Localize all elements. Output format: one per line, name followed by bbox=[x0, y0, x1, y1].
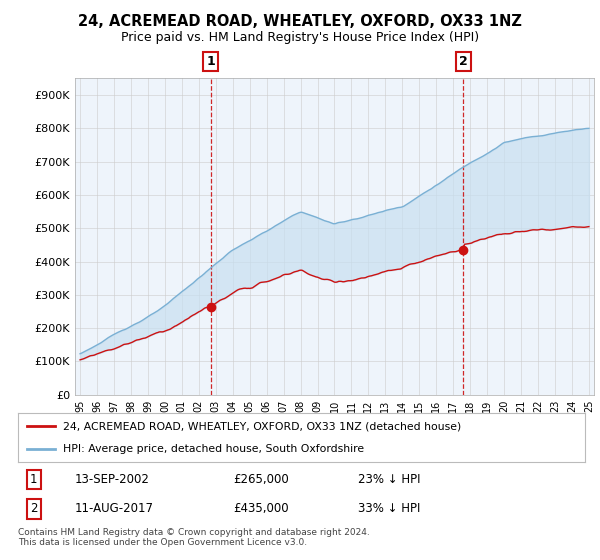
Text: 2: 2 bbox=[459, 55, 468, 68]
Text: £265,000: £265,000 bbox=[233, 473, 289, 486]
Text: 33% ↓ HPI: 33% ↓ HPI bbox=[358, 502, 421, 515]
Text: Price paid vs. HM Land Registry's House Price Index (HPI): Price paid vs. HM Land Registry's House … bbox=[121, 31, 479, 44]
Text: HPI: Average price, detached house, South Oxfordshire: HPI: Average price, detached house, Sout… bbox=[64, 444, 364, 454]
Text: 23% ↓ HPI: 23% ↓ HPI bbox=[358, 473, 421, 486]
Text: 24, ACREMEAD ROAD, WHEATLEY, OXFORD, OX33 1NZ: 24, ACREMEAD ROAD, WHEATLEY, OXFORD, OX3… bbox=[78, 14, 522, 29]
Text: 24, ACREMEAD ROAD, WHEATLEY, OXFORD, OX33 1NZ (detached house): 24, ACREMEAD ROAD, WHEATLEY, OXFORD, OX3… bbox=[64, 421, 461, 431]
Text: 11-AUG-2017: 11-AUG-2017 bbox=[75, 502, 154, 515]
Text: 1: 1 bbox=[206, 55, 215, 68]
Text: 1: 1 bbox=[30, 473, 38, 486]
Text: 13-SEP-2002: 13-SEP-2002 bbox=[75, 473, 149, 486]
Text: £435,000: £435,000 bbox=[233, 502, 289, 515]
Text: 2: 2 bbox=[30, 502, 38, 515]
Text: Contains HM Land Registry data © Crown copyright and database right 2024.
This d: Contains HM Land Registry data © Crown c… bbox=[18, 528, 370, 547]
